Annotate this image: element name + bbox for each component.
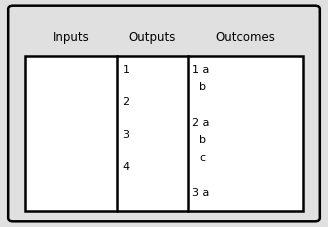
Text: 4: 4 xyxy=(123,162,130,172)
Text: c: c xyxy=(199,153,206,163)
Text: b: b xyxy=(199,135,206,145)
Text: Outcomes: Outcomes xyxy=(215,31,275,44)
FancyBboxPatch shape xyxy=(8,6,320,221)
Text: Outputs: Outputs xyxy=(129,31,176,44)
Text: 3 a: 3 a xyxy=(192,188,210,198)
Text: 2: 2 xyxy=(123,97,130,107)
Text: 3: 3 xyxy=(123,130,130,140)
Text: 1 a: 1 a xyxy=(192,65,210,75)
Text: 1: 1 xyxy=(123,65,130,75)
Text: Inputs: Inputs xyxy=(52,31,89,44)
Text: b: b xyxy=(199,82,206,92)
Text: 2 a: 2 a xyxy=(192,118,210,128)
Bar xyxy=(25,56,303,211)
